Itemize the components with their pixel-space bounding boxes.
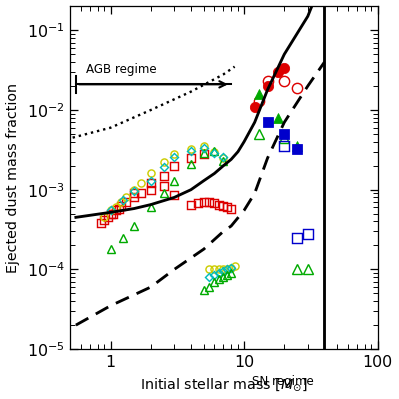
Text: SN regime: SN regime xyxy=(252,375,314,388)
X-axis label: Initial stellar mass [$M_{\odot}$]: Initial stellar mass [$M_{\odot}$] xyxy=(140,376,308,393)
Text: AGB regime: AGB regime xyxy=(85,63,156,76)
Y-axis label: Ejected dust mass fraction: Ejected dust mass fraction xyxy=(6,83,20,273)
